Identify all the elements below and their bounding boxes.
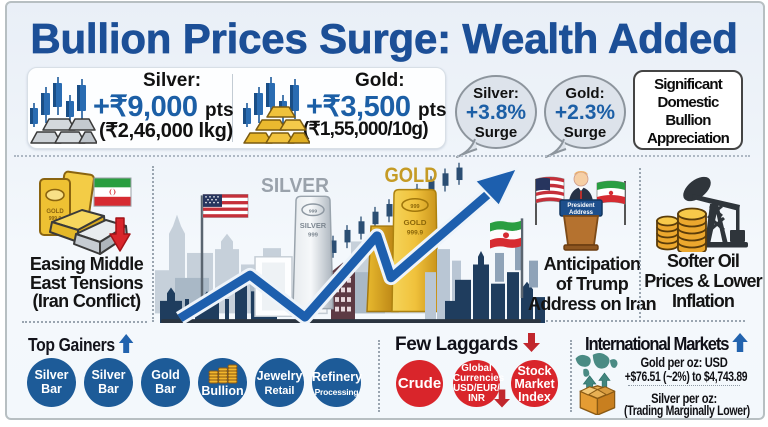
svg-text:999.9: 999.9 — [49, 216, 62, 222]
svg-text:999: 999 — [410, 204, 419, 210]
svg-text:999: 999 — [309, 209, 318, 215]
svg-text:GOLD: GOLD — [385, 162, 438, 186]
svg-text:GOLD: GOLD — [46, 209, 64, 215]
svg-text:999.9: 999.9 — [407, 230, 424, 237]
svg-text:Address: Address — [569, 210, 594, 216]
svg-text:GOLD: GOLD — [403, 218, 426, 227]
svg-text:999: 999 — [308, 233, 319, 239]
svg-text:SILVER: SILVER — [300, 221, 327, 230]
svg-text:SILVER: SILVER — [261, 174, 329, 197]
svg-text:President: President — [567, 203, 594, 209]
